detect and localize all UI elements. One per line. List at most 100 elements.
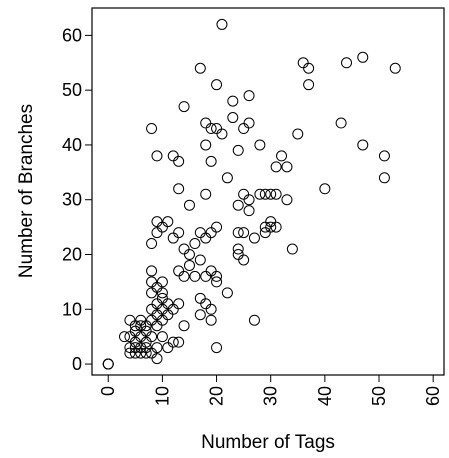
data-point — [238, 227, 250, 239]
data-point — [238, 123, 250, 135]
data-point — [146, 123, 158, 135]
data-point — [248, 314, 260, 326]
data-point — [319, 183, 331, 195]
data-point — [151, 342, 163, 354]
data-point — [146, 314, 158, 326]
data-point — [259, 188, 271, 200]
data-point — [156, 303, 168, 315]
data-point — [216, 18, 228, 30]
data-point — [238, 188, 250, 200]
data-point — [140, 347, 152, 359]
data-point — [243, 117, 255, 129]
x-tick-label: 20 — [207, 386, 227, 406]
data-point — [178, 243, 190, 255]
data-point — [378, 150, 390, 162]
data-point — [173, 336, 185, 348]
data-point — [162, 216, 174, 228]
data-point — [265, 221, 277, 233]
data-point — [151, 353, 163, 365]
data-point — [189, 270, 201, 282]
x-tick-label: 60 — [423, 386, 443, 406]
data-point — [167, 336, 179, 348]
data-point — [189, 238, 201, 250]
data-point — [156, 221, 168, 233]
data-point — [194, 62, 206, 74]
data-point — [211, 342, 223, 354]
y-tick-label: 20 — [62, 244, 82, 264]
data-point — [151, 227, 163, 239]
data-point — [243, 205, 255, 217]
data-point — [151, 150, 163, 162]
data-point — [156, 314, 168, 326]
data-point — [205, 265, 217, 277]
data-point — [146, 331, 158, 343]
data-point — [200, 270, 212, 282]
data-point — [265, 216, 277, 228]
data-point — [211, 270, 223, 282]
data-point — [200, 139, 212, 151]
y-axis-label: Number of Branches — [16, 104, 37, 278]
data-point — [162, 309, 174, 321]
y-tick-label: 10 — [62, 299, 82, 319]
data-point — [270, 161, 282, 173]
data-point — [248, 232, 260, 244]
data-point — [200, 232, 212, 244]
data-point — [211, 221, 223, 233]
data-point — [146, 287, 158, 299]
data-point — [200, 117, 212, 129]
data-point — [135, 331, 147, 343]
data-point — [162, 298, 174, 310]
x-tick-label: 0 — [98, 386, 118, 396]
data-point — [151, 298, 163, 310]
axis-ticks: 0 10 20 30 40 50 60 0 10 20 30 40 50 60 — [62, 25, 443, 406]
data-point — [178, 320, 190, 332]
data-point — [183, 259, 195, 271]
data-point — [232, 144, 244, 156]
data-point — [173, 265, 185, 277]
data-point — [281, 194, 293, 206]
data-point — [200, 188, 212, 200]
data-point — [173, 155, 185, 167]
scatter-points — [102, 18, 401, 370]
data-point — [173, 183, 185, 195]
data-point — [146, 276, 158, 288]
data-point — [205, 123, 217, 135]
data-point — [270, 188, 282, 200]
data-point — [281, 161, 293, 173]
data-point — [297, 57, 309, 69]
data-point — [232, 199, 244, 211]
data-point — [292, 128, 304, 140]
data-point — [211, 79, 223, 91]
data-point — [205, 314, 217, 326]
data-point — [178, 270, 190, 282]
data-point — [167, 150, 179, 162]
data-point — [341, 57, 353, 69]
data-point — [221, 287, 233, 299]
data-point — [167, 232, 179, 244]
data-point — [303, 62, 315, 74]
data-point — [286, 243, 298, 255]
data-point — [156, 331, 168, 343]
y-tick-label: 30 — [62, 190, 82, 210]
data-point — [276, 150, 288, 162]
data-point — [151, 281, 163, 293]
data-point — [173, 298, 185, 310]
data-point — [162, 342, 174, 354]
data-point — [357, 139, 369, 151]
data-point — [205, 227, 217, 239]
data-point — [167, 303, 179, 315]
y-tick-label: 0 — [72, 354, 82, 374]
y-tick-label: 60 — [62, 25, 82, 45]
data-point — [232, 243, 244, 255]
data-point — [227, 112, 239, 124]
data-point — [173, 227, 185, 239]
data-point — [335, 117, 347, 129]
data-point — [254, 188, 266, 200]
data-point — [205, 155, 217, 167]
x-axis-label: Number of Tags — [201, 432, 335, 453]
data-point — [221, 172, 233, 184]
data-point — [124, 314, 136, 326]
data-point — [118, 331, 130, 343]
data-point — [238, 254, 250, 266]
data-point — [102, 358, 114, 370]
